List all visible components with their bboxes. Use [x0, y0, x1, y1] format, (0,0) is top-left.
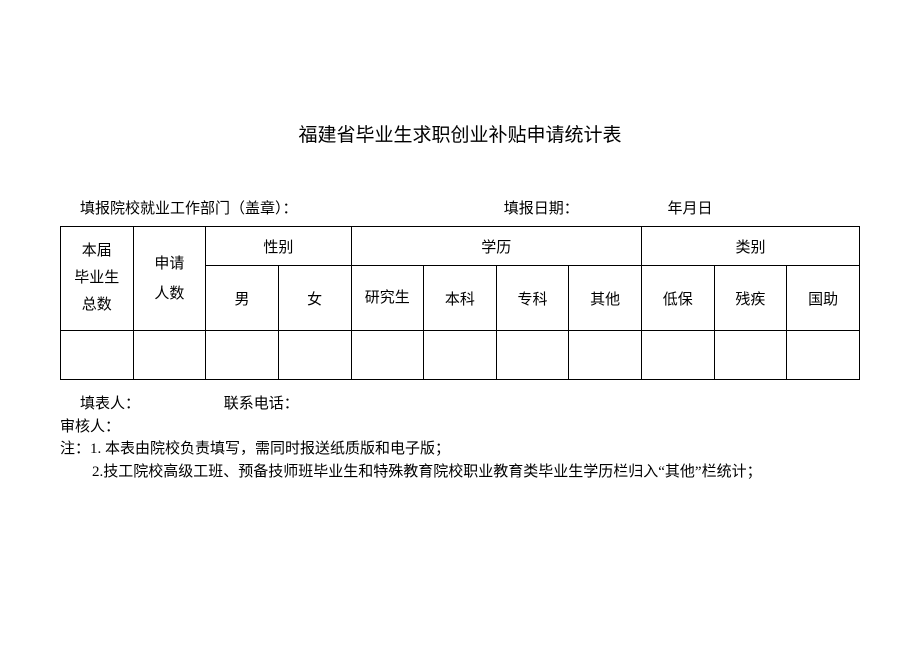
dept-label: 填报院校就业工作部门（盖章）： [80, 197, 500, 218]
col-national-aid: 国助 [787, 266, 860, 331]
cell-national-aid [787, 331, 860, 380]
cell-junior [496, 331, 569, 380]
header-row: 填报院校就业工作部门（盖章）： 填报日期： 年月日 [60, 197, 860, 218]
col-female: 女 [278, 266, 351, 331]
table-header-row-1: 本届毕业生总数 申请人数 性别 学历 类别 [61, 227, 860, 266]
group-education: 学历 [351, 227, 642, 266]
reviewer-label: 审核人： [60, 419, 120, 435]
col-grad-student: 研究生 [351, 266, 424, 331]
group-gender: 性别 [206, 227, 351, 266]
cell-low-income [642, 331, 715, 380]
col-bachelor: 本科 [424, 266, 497, 331]
cell-bachelor [424, 331, 497, 380]
col-disability: 残疾 [714, 266, 787, 331]
col-low-income: 低保 [642, 266, 715, 331]
cell-disability [714, 331, 787, 380]
graduate-label: 本届毕业生总数 [74, 243, 119, 313]
apply-label: 申请人数 [154, 256, 184, 302]
note-1: 1. 本表由院校负责填写，需同时报送纸质版和电子版； [90, 441, 450, 457]
cell-graduate [61, 331, 134, 380]
cell-apply [133, 331, 206, 380]
col-graduate-total: 本届毕业生总数 [61, 227, 134, 331]
statistics-table: 本届毕业生总数 申请人数 性别 学历 类别 男 女 研究生 本科 专科 其他 低… [60, 226, 860, 380]
col-apply-count: 申请人数 [133, 227, 206, 331]
col-male: 男 [206, 266, 279, 331]
date-label: 填报日期： [504, 197, 624, 218]
document-title: 福建省毕业生求职创业补贴申请统计表 [60, 120, 860, 147]
tel-label: 联系电话： [224, 392, 299, 413]
table-data-row [61, 331, 860, 380]
date-value: 年月日 [668, 197, 713, 218]
col-other: 其他 [569, 266, 642, 331]
reviewer-line: 审核人： [60, 415, 860, 436]
document-page: 福建省毕业生求职创业补贴申请统计表 填报院校就业工作部门（盖章）： 填报日期： … [0, 0, 920, 523]
note-prefix: 注： [60, 441, 90, 457]
group-category: 类别 [642, 227, 860, 266]
filler-line: 填表人： 联系电话： [60, 392, 860, 413]
filler-label: 填表人： [80, 392, 220, 413]
cell-grad-student [351, 331, 424, 380]
grad-student-label: 研究生 [365, 290, 410, 306]
cell-female [278, 331, 351, 380]
cell-other [569, 331, 642, 380]
note-2: 2.技工院校高级工班、预备技师班毕业生和特殊教育院校职业教育类毕业生学历栏归入“… [60, 464, 762, 480]
col-junior: 专科 [496, 266, 569, 331]
cell-male [206, 331, 279, 380]
notes-block: 注：1. 本表由院校负责填写，需同时报送纸质版和电子版； 2.技工院校高级工班、… [60, 438, 860, 483]
